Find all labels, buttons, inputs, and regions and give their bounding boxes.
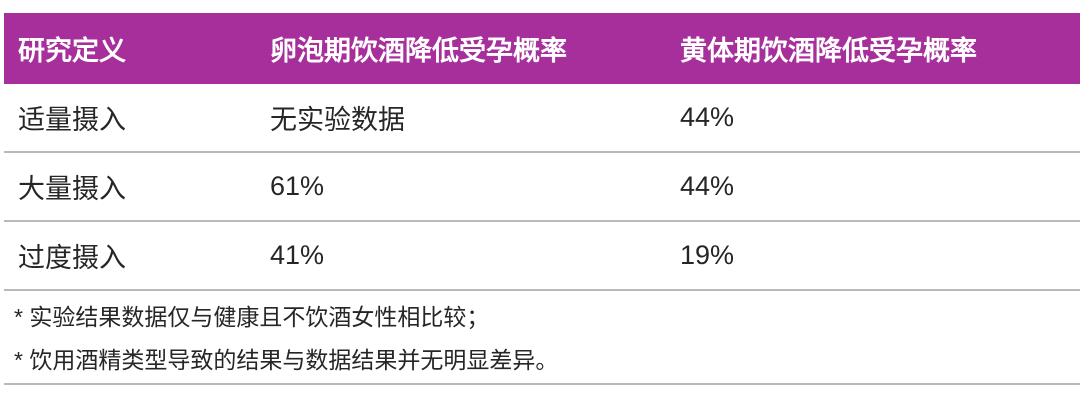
footnote-comparison: * 实验结果数据仅与健康且不饮酒女性相比较； xyxy=(14,304,490,330)
header-cell-definition: 研究定义 xyxy=(18,36,126,66)
table-row-heavy: 大量摄入 61% 44% xyxy=(4,153,1080,222)
cell-definition: 适量摄入 xyxy=(18,105,126,135)
cell-definition: 过度摄入 xyxy=(18,243,126,273)
cell-follicular-value: 无实验数据 xyxy=(270,105,405,135)
cell-follicular-value: 61% xyxy=(270,171,325,201)
header-cell-follicular: 卵泡期饮酒降低受孕概率 xyxy=(270,36,567,66)
table-header-row: 研究定义 卵泡期饮酒降低受孕概率 黄体期饮酒降低受孕概率 xyxy=(4,13,1080,84)
table-row-moderate: 适量摄入 无实验数据 44% xyxy=(4,84,1080,153)
cell-luteal-value: 44% xyxy=(680,171,735,201)
cell-definition: 大量摄入 xyxy=(18,174,126,204)
cell-follicular-value: 41% xyxy=(270,240,325,270)
footnote-alcohol-type: * 饮用酒精类型导致的结果与数据结果并无明显差异。 xyxy=(14,347,559,373)
cell-luteal-value: 19% xyxy=(680,240,735,270)
cell-luteal-value: 44% xyxy=(680,102,735,132)
header-cell-luteal: 黄体期饮酒降低受孕概率 xyxy=(680,36,977,66)
alcohol-pregnancy-table: 研究定义 卵泡期饮酒降低受孕概率 黄体期饮酒降低受孕概率 适量摄入 无实验数据 … xyxy=(4,13,1080,385)
table-row-excessive: 过度摄入 41% 19% xyxy=(4,222,1080,291)
table-footnotes: * 实验结果数据仅与健康且不饮酒女性相比较； * 饮用酒精类型导致的结果与数据结… xyxy=(4,291,1080,385)
